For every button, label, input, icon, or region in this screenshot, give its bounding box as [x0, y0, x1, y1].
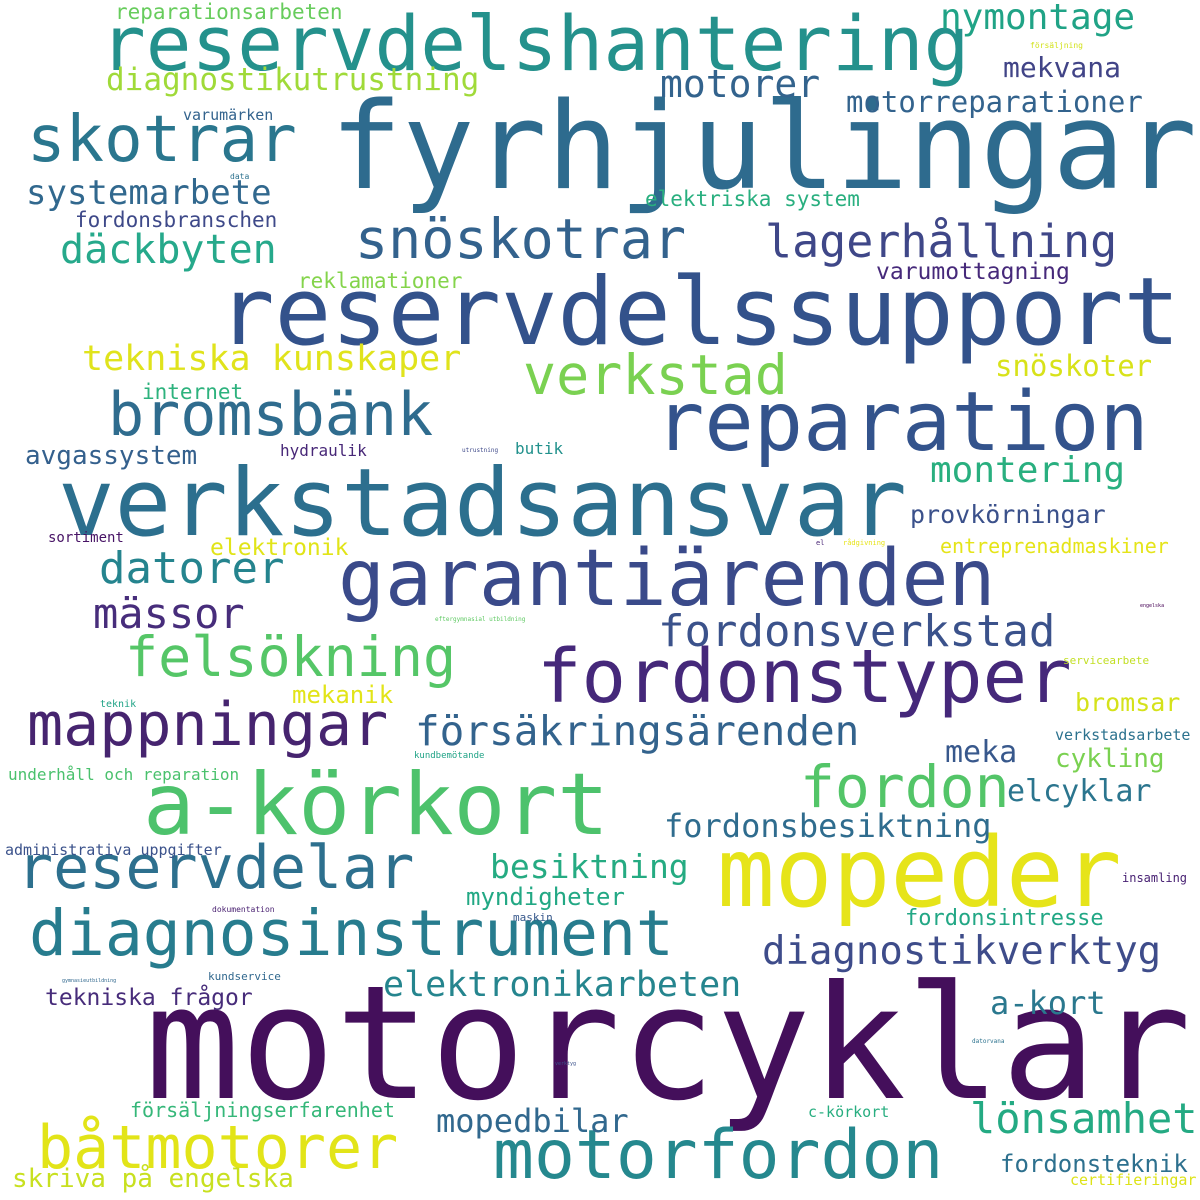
word-utrustning: utrustning	[462, 447, 499, 454]
word-datorvana: datorvana	[972, 1038, 1005, 1045]
word-verktyg: verktyg	[555, 1061, 577, 1067]
word-tekniska-fragor: tekniska frågor	[45, 985, 253, 1011]
word-reservdelssupport: reservdelssupport	[218, 258, 1181, 367]
word-besiktning: besiktning	[490, 847, 689, 886]
word-reklamationer: reklamationer	[298, 269, 463, 293]
word-mekanik: mekanik	[292, 681, 394, 709]
word-verkstad: verkstad	[523, 343, 788, 407]
word-fordonsteknik: fordonsteknik	[1000, 1150, 1188, 1178]
word-internet: internet	[142, 380, 244, 404]
word-cykling: cykling	[1055, 744, 1165, 774]
word-motorreparationer: motorreparationer	[846, 85, 1143, 119]
word-mopeder: mopeder	[717, 817, 1122, 929]
word-montering: montering	[930, 450, 1126, 491]
word-forsakringsarenden: försäkringsärenden	[415, 707, 860, 755]
word-bromsbank: bromsbänk	[108, 380, 434, 450]
word-meka: meka	[945, 735, 1018, 770]
word-dackbyten: däckbyten	[60, 227, 277, 273]
word-massor: mässor	[93, 589, 245, 638]
word-entreprenadmaskiner: entreprenadmaskiner	[940, 534, 1169, 558]
word-mekvana: mekvana	[1003, 51, 1122, 84]
word-kundservice: kundservice	[208, 970, 281, 983]
word-diagnostikverktyg: diagnostikverktyg	[762, 929, 1162, 974]
word-elektronik: elektronik	[210, 535, 349, 561]
word-nymontage: nymontage	[940, 0, 1136, 38]
word-mappningar: mappningar	[27, 690, 389, 760]
word-hydraulik: hydraulik	[280, 441, 367, 460]
word-engelska: engelska	[1140, 603, 1165, 609]
word-maskin: maskin	[513, 911, 553, 924]
word-eftergymnasial-utbildning: eftergymnasial utbildning	[435, 616, 526, 623]
word-kundbemotande: kundbemötande	[414, 751, 485, 761]
word-lonsamhet: lönsamhet	[970, 1094, 1198, 1143]
word-batmotorer: båtmotorer	[37, 1113, 399, 1183]
word-fordonsbranschen: fordonsbranschen	[75, 208, 278, 232]
word-reparation: reparation	[655, 375, 1149, 470]
word-a-kort: a-kort	[990, 984, 1106, 1022]
word-teknik: teknik	[100, 699, 137, 710]
word-fordonstyper: fordonstyper	[537, 634, 1072, 720]
word-el: el	[816, 539, 825, 547]
word-diagnosinstrument: diagnosinstrument	[29, 897, 674, 970]
word-snoskoter: snöskoter	[995, 349, 1153, 383]
word-verkstadsarbete: verkstadsarbete	[1055, 726, 1191, 744]
word-bromsar: bromsar	[1075, 688, 1181, 717]
word-a-korkort: a-körkort	[143, 755, 609, 855]
word-datorer: datorer	[99, 543, 285, 594]
word-diagnostikutrustning: diagnostikutrustning	[106, 62, 480, 98]
word-forsaljningserfarenhet: försäljningserfarenhet	[130, 1098, 395, 1122]
word-motorfordon: motorfordon	[493, 1116, 944, 1195]
word-gymnasieutbildning: gymnasieutbildning	[62, 978, 117, 984]
word-mopedbilar: mopedbilar	[436, 1102, 629, 1140]
word-insamling: insamling	[1122, 871, 1188, 885]
word-reparationsarbeten: reparationsarbeten	[115, 0, 343, 24]
word-elektriska-system: elektriska system	[645, 187, 860, 211]
word-dokumentation: dokumentation	[212, 905, 275, 914]
word-fordonsbesiktning: fordonsbesiktning	[664, 807, 992, 845]
word-myndigheter: myndigheter	[466, 883, 625, 911]
word-fordonsintresse: fordonsintresse	[905, 906, 1104, 931]
word-elektronikarbeten: elektronikarbeten	[383, 965, 742, 1005]
word-garantiarenden: garantiärenden	[338, 534, 996, 624]
word-varumarken: varumärken	[183, 106, 274, 124]
word-snoskotrar: snöskotrar	[355, 207, 687, 271]
word-skotrar: skotrar	[27, 103, 297, 177]
word-forsaljning: försäljning	[1030, 41, 1083, 50]
word-fyrhjulingar: fyrhjulingar	[330, 78, 1197, 217]
word-sortiment: sortiment	[48, 530, 124, 546]
word-varumottagning: varumottagning	[876, 259, 1070, 285]
word-systemarbete: systemarbete	[26, 173, 272, 213]
word-servicearbete: servicearbete	[1063, 654, 1150, 667]
word-motorer: motorer	[660, 62, 821, 106]
word-provkorningar: provkörningar	[910, 500, 1106, 529]
word-fordonsverkstad: fordonsverkstad	[658, 606, 1056, 657]
word-butik: butik	[515, 439, 564, 458]
word-skriva-pa-engelska: skriva på engelska	[12, 1164, 294, 1194]
word-data: data	[230, 172, 250, 181]
word-tekniska-kunskaper: tekniska kunskaper	[82, 339, 462, 379]
word-c-korkort: c-körkort	[808, 1103, 890, 1121]
word-reservdelshantering: reservdelshantering	[100, 0, 970, 88]
word-motorcyklar: motorcyklar	[145, 952, 1192, 1136]
word-certifieringar: certifieringar	[1070, 1171, 1197, 1189]
word-avgassystem: avgassystem	[25, 441, 198, 471]
word-fordon: fordon	[800, 753, 1010, 821]
word-lagerhallning: lagerhållning	[765, 215, 1118, 268]
word-verkstadsansvar: verkstadsansvar	[58, 449, 907, 558]
word-underhall-och-reparation: underhåll och reparation	[8, 765, 240, 784]
word-felsokning: felsökning	[125, 625, 457, 689]
word-reservdelar: reservdelar	[17, 833, 415, 903]
word-radgivning: rådgivning	[843, 539, 886, 547]
word-elcyklar: elcyklar	[1007, 774, 1152, 809]
word-administrativa-uppgifter: administrativa uppgifter	[5, 841, 222, 859]
